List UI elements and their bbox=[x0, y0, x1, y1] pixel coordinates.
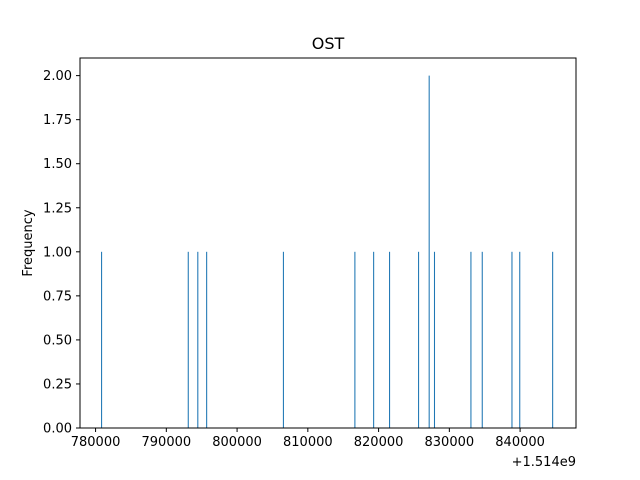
x-tick-label: 810000 bbox=[283, 435, 333, 450]
y-tick-label: 1.00 bbox=[43, 245, 72, 260]
x-tick-label: 820000 bbox=[354, 435, 404, 450]
histogram-bar bbox=[101, 251, 103, 428]
histogram-bar bbox=[354, 251, 356, 428]
y-axis-label: Frequency bbox=[21, 209, 36, 276]
histogram-bar bbox=[481, 251, 483, 428]
y-tick-label: 1.25 bbox=[43, 201, 72, 216]
x-tick-label: 790000 bbox=[142, 435, 192, 450]
y-tick-label: 0.00 bbox=[43, 422, 72, 437]
x-axis-offset-label: +1.514e9 bbox=[512, 455, 576, 470]
histogram-bar bbox=[206, 251, 208, 428]
histogram-bar bbox=[511, 251, 513, 428]
plot-frame bbox=[79, 57, 577, 429]
bars-group bbox=[101, 75, 554, 429]
histogram-bar bbox=[197, 251, 199, 428]
histogram-bar bbox=[470, 251, 472, 428]
histogram-bar bbox=[187, 251, 189, 428]
histogram-bar bbox=[552, 251, 554, 428]
chart-title: OST bbox=[312, 34, 345, 53]
y-tick-label: 1.50 bbox=[43, 157, 72, 172]
histogram-bar bbox=[282, 251, 284, 428]
y-tick-label: 2.00 bbox=[43, 69, 72, 84]
y-axis-ticks: 0.00 0.25 0.50 0.75 1.00 1.25 1.50 1.75 2.00 bbox=[43, 69, 80, 437]
histogram-bar bbox=[373, 251, 375, 428]
histogram-bar bbox=[389, 251, 391, 428]
x-tick-label: 830000 bbox=[425, 435, 475, 450]
y-tick-label: 0.25 bbox=[43, 377, 72, 392]
y-tick-label: 0.50 bbox=[43, 333, 72, 348]
histogram-bar bbox=[519, 251, 521, 428]
x-tick-label: 780000 bbox=[71, 435, 121, 450]
x-tick-label: 800000 bbox=[212, 435, 262, 450]
histogram-bar bbox=[433, 251, 436, 428]
histogram-bar bbox=[428, 75, 430, 429]
x-tick-label: 840000 bbox=[495, 435, 545, 450]
y-tick-label: 0.75 bbox=[43, 289, 72, 304]
histogram-bar bbox=[418, 251, 420, 428]
y-tick-label: 1.75 bbox=[43, 113, 72, 128]
x-axis-ticks: 780000 790000 800000 810000 820000 830000 8400… bbox=[71, 428, 545, 450]
